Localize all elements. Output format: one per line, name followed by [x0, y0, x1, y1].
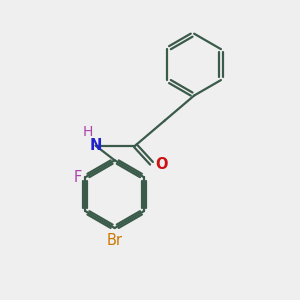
Text: N: N — [89, 138, 102, 153]
Text: O: O — [155, 157, 167, 172]
Text: F: F — [74, 170, 82, 185]
Text: H: H — [83, 125, 93, 139]
Text: Br: Br — [107, 233, 123, 248]
